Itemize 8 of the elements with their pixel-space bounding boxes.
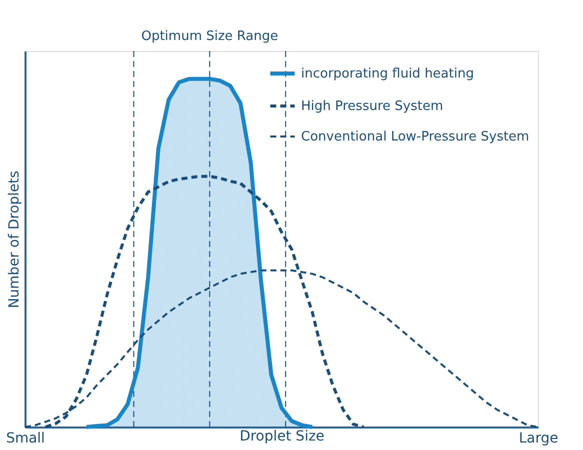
legend-label: incorporating fluid heating [301, 66, 474, 82]
x-axis-title: Droplet Size [240, 428, 324, 444]
legend-label: Conventional Low-Pressure System [301, 130, 530, 144]
legend-label: High Pressure System [301, 99, 444, 114]
x-tick-label: Small [6, 430, 45, 446]
y-axis-title: Number of Droplets [6, 170, 22, 308]
text: Optimum Size Range [141, 29, 278, 44]
x-tick-label: Large [518, 430, 558, 446]
